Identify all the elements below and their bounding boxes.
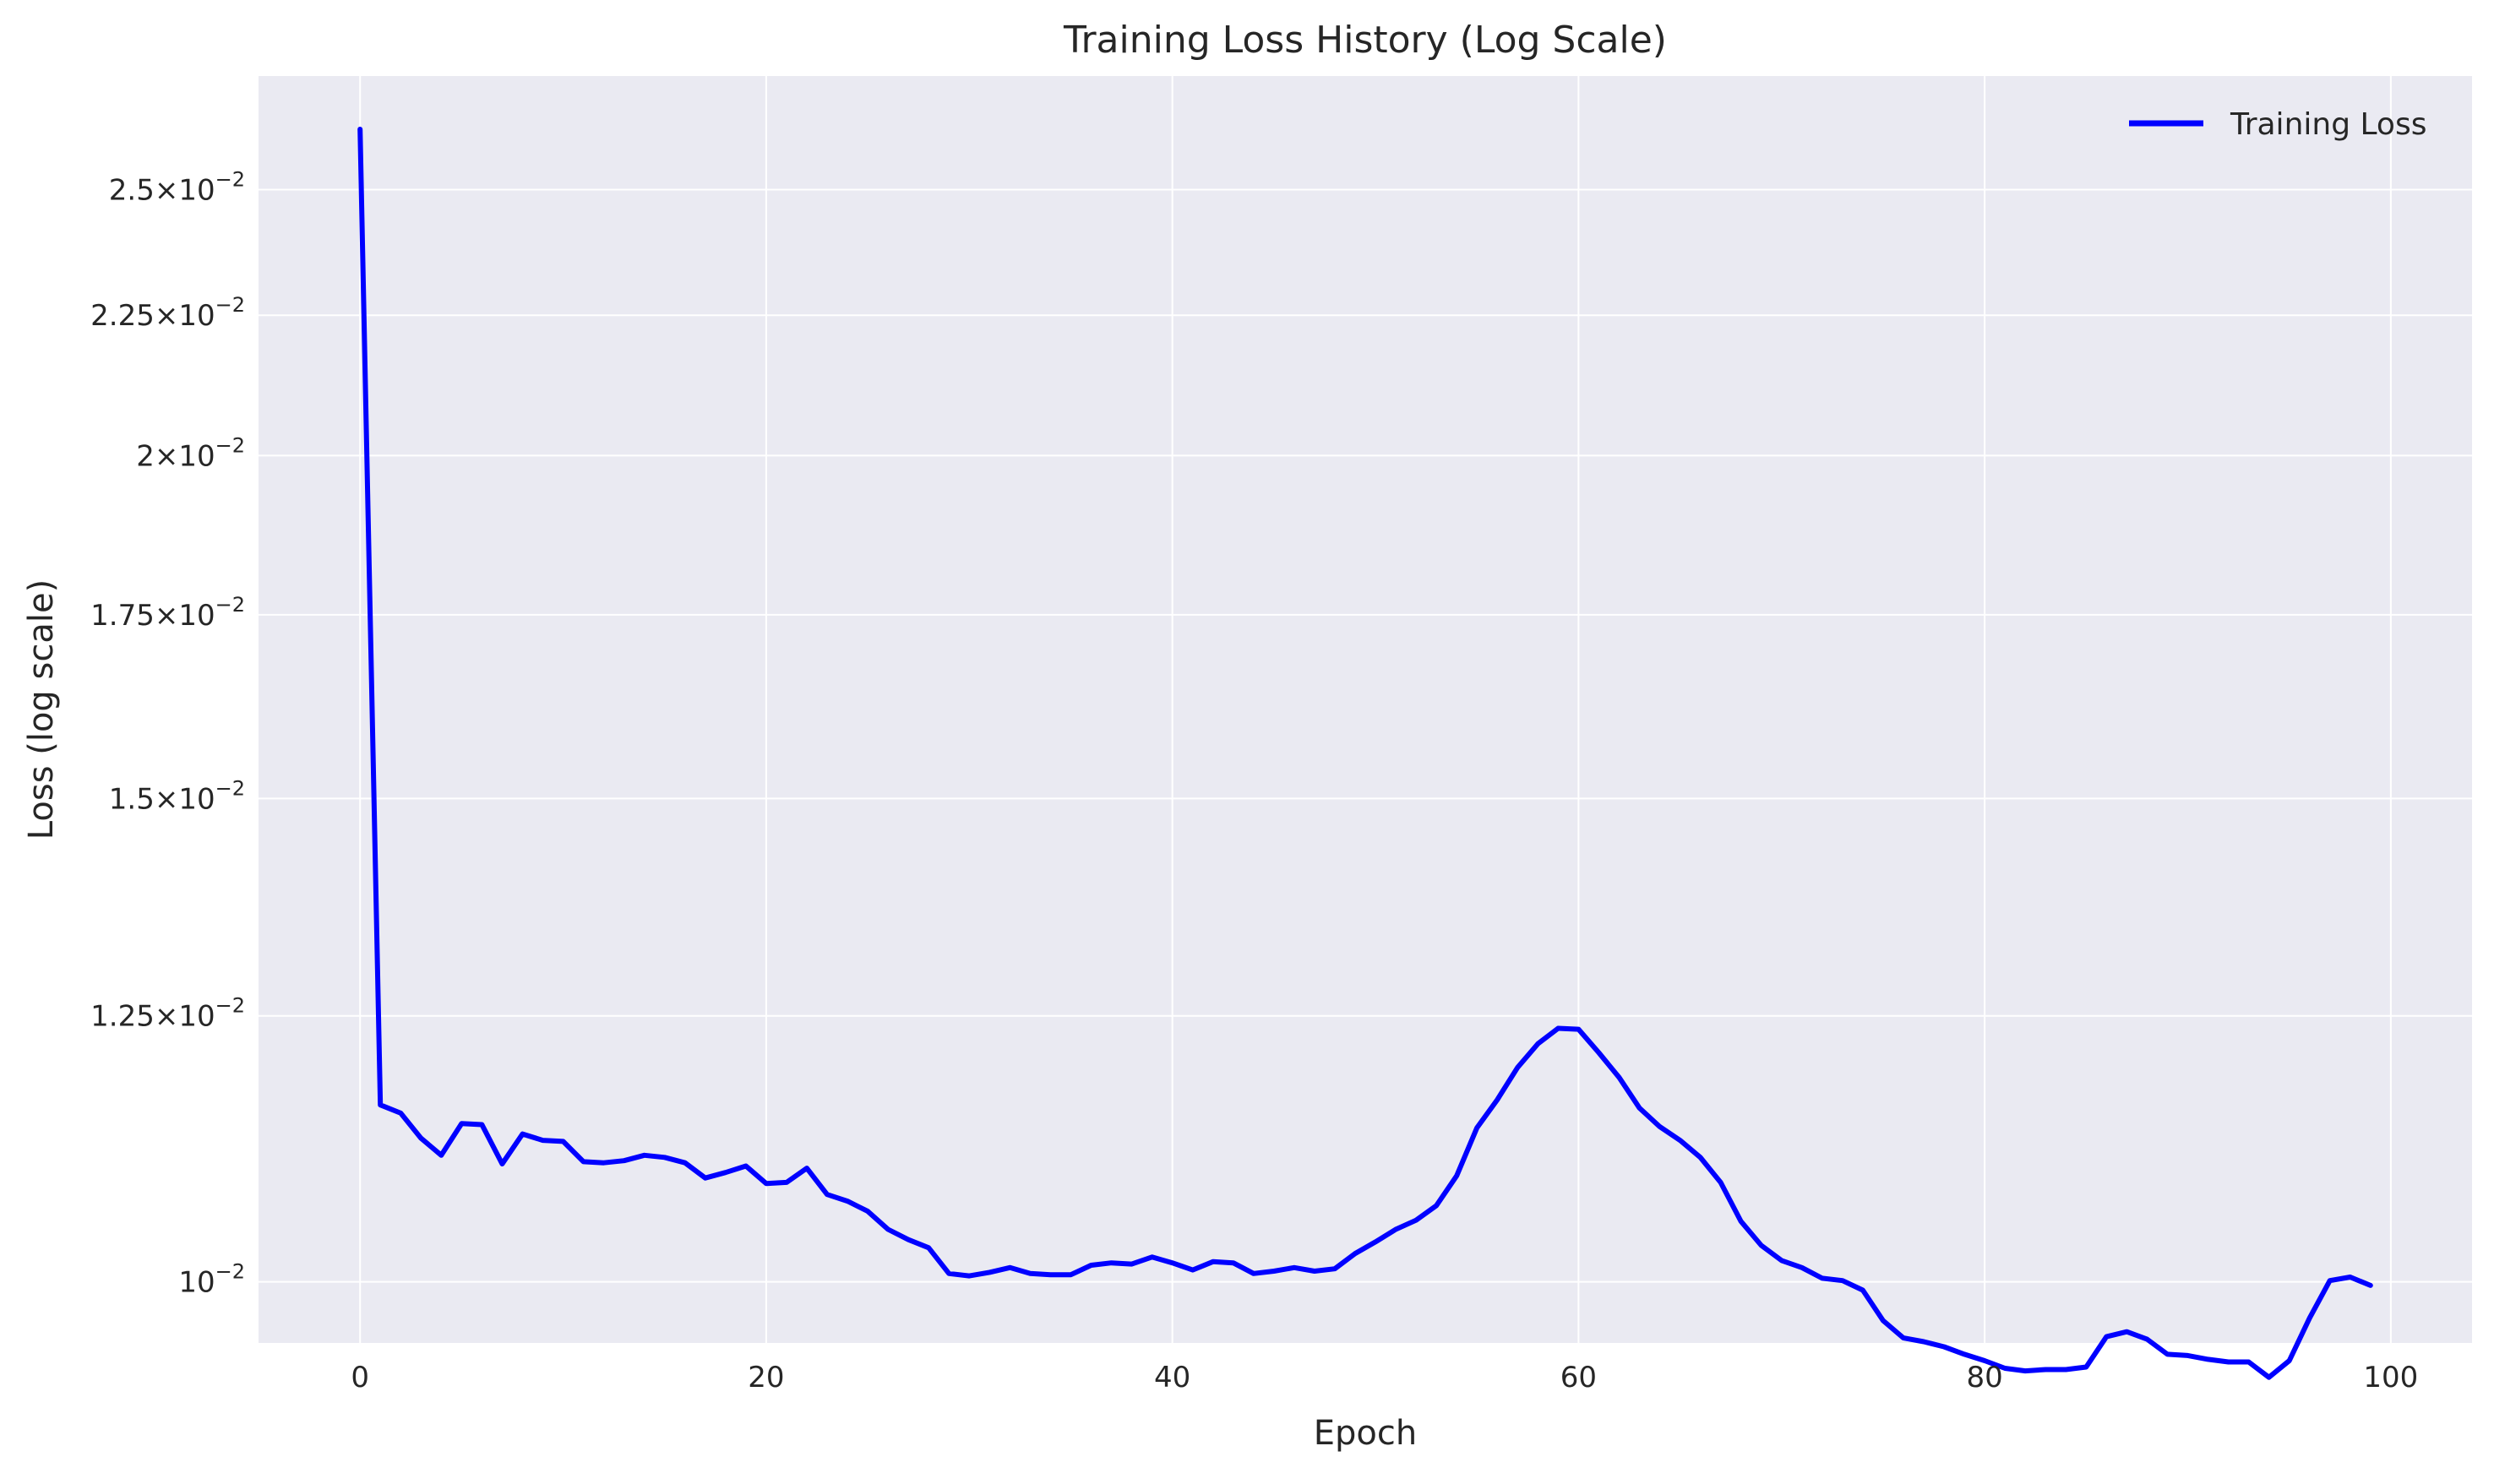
y-axis-label: Loss (log scale) — [22, 579, 61, 840]
x-tick-label: 60 — [1560, 1361, 1597, 1394]
x-tick-label: 20 — [748, 1361, 784, 1394]
legend: Training Loss — [2129, 107, 2426, 142]
y-tick-label: 1.25×10−2 — [90, 994, 245, 1034]
y-tick-label: 1.75×10−2 — [90, 593, 245, 633]
y-tick-label: 2.25×10−2 — [90, 293, 245, 333]
y-tick-label: 1.5×10−2 — [109, 776, 245, 816]
plot-area — [259, 76, 2472, 1343]
x-tick-label: 0 — [351, 1361, 369, 1394]
y-tick-label: 2×10−2 — [136, 433, 245, 473]
series-layer — [357, 127, 2373, 1380]
x-tick-label: 80 — [1966, 1361, 2002, 1394]
x-tick-label: 100 — [2363, 1361, 2418, 1394]
y-axis: 2.5×10−2 2.25×10−2 2×10−2 1.75×10−2 1.5×10−2… — [90, 168, 245, 1300]
y-tick-label: 2.5×10−2 — [109, 168, 245, 208]
series-line-training-loss — [357, 127, 2373, 1380]
legend-label-training-loss: Training Loss — [2230, 107, 2426, 142]
x-axis: 0 20 40 60 80 100 — [351, 1361, 2418, 1394]
chart-title: Training Loss History (Log Scale) — [1063, 19, 1667, 62]
x-axis-label: Epoch — [1314, 1414, 1417, 1453]
grid — [259, 76, 2472, 1343]
x-tick-label: 40 — [1154, 1361, 1190, 1394]
y-tick-label: 10−2 — [178, 1260, 245, 1300]
